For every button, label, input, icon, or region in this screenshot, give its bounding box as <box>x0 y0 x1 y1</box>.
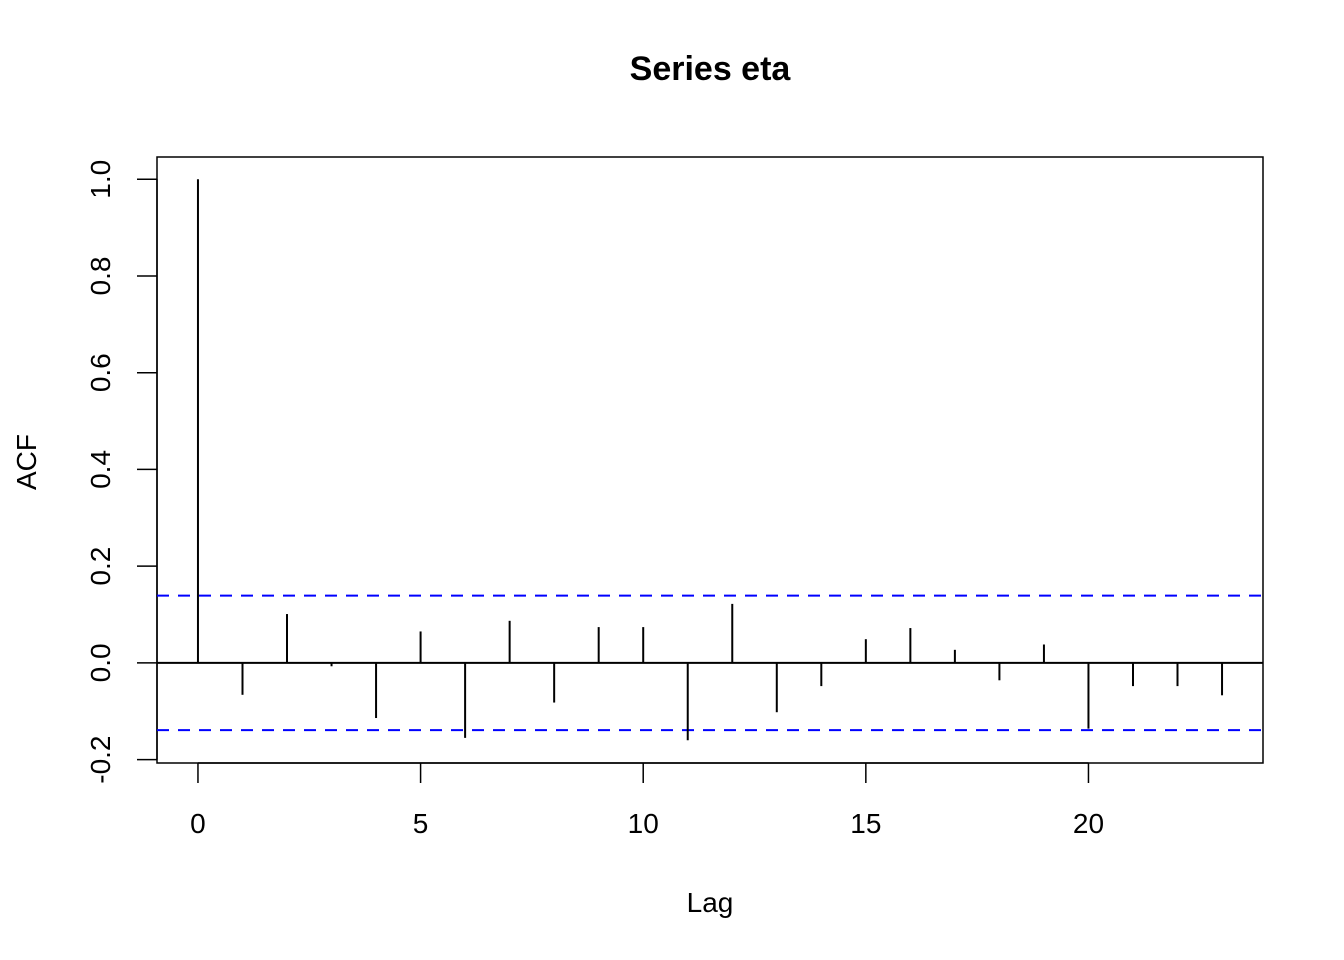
y-tick-label: 0.4 <box>85 450 116 489</box>
y-tick-label: 0.8 <box>85 257 116 296</box>
y-tick-label: 0.0 <box>85 643 116 682</box>
x-tick-label: 15 <box>850 808 881 839</box>
y-tick-label: 0.6 <box>85 353 116 392</box>
y-axis-label: ACF <box>11 434 42 490</box>
x-tick-label: 20 <box>1073 808 1104 839</box>
x-tick-label: 0 <box>190 808 206 839</box>
y-tick-label: -0.2 <box>85 735 116 783</box>
y-tick-label: 0.2 <box>85 547 116 586</box>
plot-frame <box>156 156 1264 764</box>
x-axis-label: Lag <box>687 887 734 918</box>
y-tick-label: 1.0 <box>85 160 116 199</box>
x-tick-label: 5 <box>413 808 429 839</box>
chart-title: Series eta <box>630 50 792 88</box>
x-tick-label: 10 <box>628 808 659 839</box>
